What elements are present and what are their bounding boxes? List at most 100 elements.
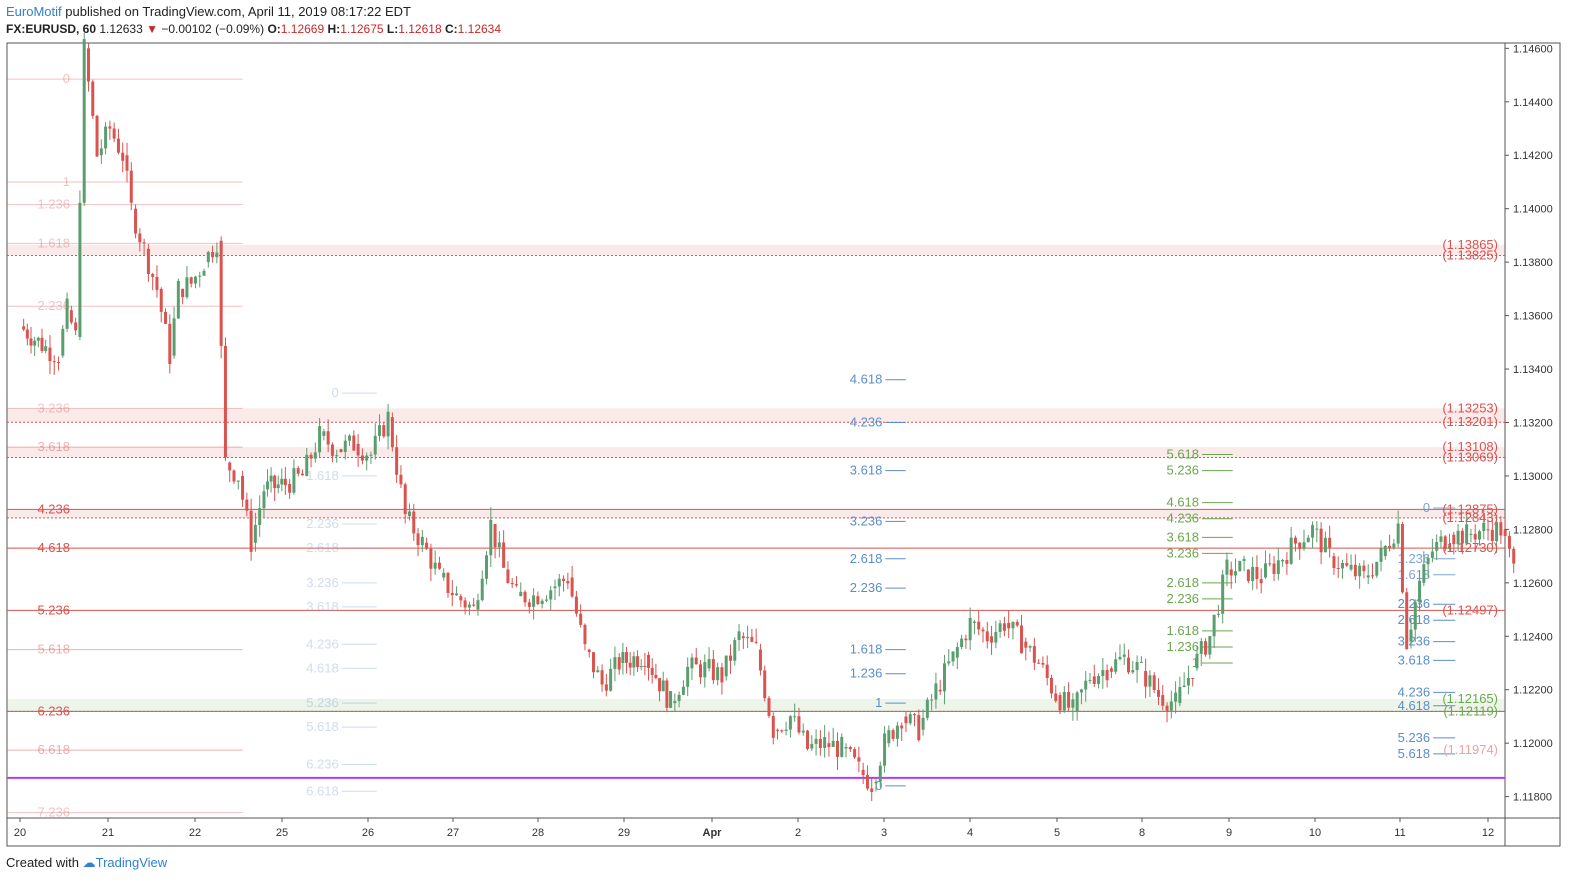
y-tick-label: 1.13800 bbox=[1513, 257, 1553, 269]
price-level-label: (1.12730) bbox=[1442, 540, 1498, 555]
y-tick-label: 1.12800 bbox=[1513, 524, 1553, 536]
candle-body bbox=[1379, 548, 1383, 562]
candle-body bbox=[1306, 537, 1310, 543]
candle-body bbox=[797, 716, 801, 733]
candle-body bbox=[972, 621, 976, 623]
candle-body bbox=[22, 326, 26, 330]
candle-body bbox=[823, 737, 827, 749]
candle-body bbox=[378, 425, 382, 436]
candle-body bbox=[1097, 675, 1101, 684]
candle-body bbox=[146, 248, 150, 274]
candle-body bbox=[1276, 560, 1280, 574]
tradingview-brand[interactable]: TradingView bbox=[95, 855, 168, 870]
candle-body bbox=[450, 593, 454, 596]
candle-body bbox=[947, 661, 951, 664]
candle-body bbox=[134, 208, 138, 234]
candle-body bbox=[69, 310, 73, 323]
candle-body bbox=[643, 665, 647, 667]
fib-level-label: 3.618 bbox=[306, 599, 339, 614]
candle-body bbox=[844, 746, 848, 749]
candle-body bbox=[1054, 693, 1058, 701]
candle-body bbox=[1075, 692, 1079, 712]
x-tick-label: 8 bbox=[1139, 827, 1145, 839]
candle-body bbox=[1439, 536, 1443, 542]
candle-body bbox=[1490, 529, 1494, 542]
x-tick-label: 26 bbox=[362, 827, 374, 839]
candle-body bbox=[1174, 692, 1178, 702]
candle-body bbox=[527, 602, 531, 607]
candle-body bbox=[694, 657, 698, 665]
candle-body bbox=[650, 667, 654, 675]
candle-body bbox=[801, 730, 805, 733]
candle-body bbox=[493, 524, 497, 548]
fib-level-label: 2.618 bbox=[306, 540, 339, 555]
candle-body bbox=[865, 775, 869, 789]
low-label: L: bbox=[386, 22, 399, 36]
candle-body bbox=[960, 638, 964, 648]
y-tick-label: 1.13000 bbox=[1513, 471, 1553, 483]
candle-body bbox=[1512, 548, 1516, 564]
candle-body bbox=[292, 468, 296, 493]
x-tick-label: 21 bbox=[102, 827, 114, 839]
candle-body bbox=[425, 542, 429, 549]
candle-body bbox=[523, 591, 527, 603]
candle-body bbox=[300, 473, 304, 476]
fib-level-label: 6.618 bbox=[306, 783, 339, 798]
candle-body bbox=[330, 444, 334, 456]
candle-body bbox=[1405, 592, 1409, 650]
candle-body bbox=[1169, 701, 1173, 711]
candle-body bbox=[942, 663, 946, 692]
candle-body bbox=[793, 716, 797, 718]
candle-body bbox=[1234, 571, 1238, 576]
candle-body bbox=[1131, 670, 1135, 673]
candle-body bbox=[1186, 677, 1190, 686]
fib-level-label: 2.618 bbox=[1166, 575, 1199, 590]
candle-body bbox=[613, 657, 617, 669]
candle-body bbox=[74, 322, 78, 331]
candle-body bbox=[185, 277, 189, 298]
candle-body bbox=[647, 654, 651, 668]
x-tick-label: 28 bbox=[532, 827, 544, 839]
candle-body bbox=[57, 362, 61, 364]
candle-body bbox=[420, 536, 424, 546]
candle-body bbox=[900, 725, 904, 729]
candle-body bbox=[771, 715, 775, 738]
candle-body bbox=[1409, 629, 1413, 642]
fib-level-label: 3.618 bbox=[37, 439, 70, 454]
candle-body bbox=[399, 474, 403, 485]
candle-body bbox=[95, 115, 99, 157]
fib-level-label: 3.618 bbox=[850, 463, 883, 478]
candle-body bbox=[1473, 533, 1477, 540]
candle-body bbox=[228, 462, 232, 471]
candle-body bbox=[395, 447, 399, 475]
candle-body bbox=[485, 555, 489, 579]
candle-body bbox=[1477, 531, 1481, 540]
candle-body bbox=[262, 491, 266, 509]
fib-level-label: 6.236 bbox=[37, 703, 70, 718]
candle-body bbox=[1071, 699, 1075, 708]
candle-body bbox=[403, 484, 407, 514]
fib-zone-band bbox=[7, 447, 1505, 458]
candle-body bbox=[1062, 692, 1066, 711]
fib-level-label: 4.618 bbox=[850, 372, 883, 387]
candle-body bbox=[1281, 560, 1285, 562]
candle-body bbox=[1503, 529, 1507, 537]
candle-body bbox=[562, 578, 566, 581]
fib-level-label: 1.618 bbox=[1398, 567, 1431, 582]
candle-body bbox=[600, 670, 604, 685]
candle-body bbox=[322, 431, 326, 436]
candle-body bbox=[467, 604, 471, 608]
candle-body bbox=[198, 275, 202, 277]
candle-body bbox=[767, 698, 771, 716]
candle-body bbox=[810, 743, 814, 749]
candle-body bbox=[459, 596, 463, 601]
fib-level-label: 3.236 bbox=[1166, 545, 1199, 560]
last-price: 1.12633 bbox=[99, 22, 143, 36]
publisher-name[interactable]: EuroMotif bbox=[6, 4, 62, 19]
fib-level-label: 3.236 bbox=[850, 513, 883, 528]
candle-body bbox=[172, 318, 176, 356]
candle-body bbox=[632, 656, 636, 668]
fib-level-label: 0 bbox=[1423, 500, 1430, 515]
fib-level-label: 1.236 bbox=[850, 666, 883, 681]
